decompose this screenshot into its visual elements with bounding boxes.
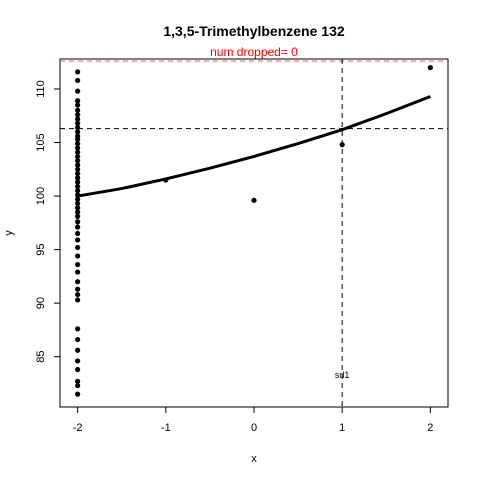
data-point [75,166,81,172]
data-point [75,297,81,303]
data-point [75,145,81,151]
data-point [75,196,81,202]
data-point [75,102,81,108]
data-points [75,64,433,397]
data-point [75,205,81,211]
data-point [251,197,257,203]
data-point [75,129,81,135]
data-point [75,213,81,220]
fit-curve-group [77,95,431,198]
sd1-annotation: sd1 [335,370,350,380]
data-point [75,170,81,177]
data-point [75,336,81,343]
data-point [75,391,81,397]
data-point [75,279,81,285]
data-point [75,192,81,198]
x-axis: -2 -1 0 1 2 [73,406,433,434]
x-axis-label: x [251,453,257,465]
data-point [75,347,81,353]
x-tick-label: 0 [251,422,257,434]
data-point [75,219,81,225]
y-tick-label: 105 [35,133,47,151]
data-point [75,136,81,142]
data-point [75,326,81,332]
data-point [75,209,81,215]
data-point [75,188,81,194]
data-point [75,244,81,251]
y-tick-label: 90 [35,297,47,309]
data-point [427,64,433,71]
data-point [75,366,81,373]
y-tick-label: 100 [35,187,47,205]
data-point [75,107,81,113]
data-point [75,358,81,364]
data-point [75,269,81,275]
data-point [75,153,81,160]
chart-title: 1,3,5-Trimethylbenzene 132 [163,23,345,39]
data-point [75,378,81,384]
x-tick-label: -1 [161,422,171,434]
data-point [75,230,81,237]
data-point [75,140,81,147]
y-tick-label: 110 [35,80,47,98]
y-tick-label: 85 [35,351,47,363]
x-tick-label: 2 [427,422,433,434]
data-point [75,69,81,75]
data-point [75,179,81,185]
data-point [75,149,81,155]
data-point [339,142,345,148]
data-point [163,177,169,183]
fit-curve [77,95,431,198]
data-point [75,286,81,292]
y-tick-label: 95 [35,243,47,255]
data-point [75,224,81,230]
data-point [75,120,81,126]
data-point [75,175,81,181]
data-point [75,253,81,259]
data-point [75,158,81,164]
data-point [75,261,81,268]
data-point [75,116,81,122]
data-point [75,77,81,84]
data-point [75,382,81,389]
data-point [75,183,81,190]
data-point [75,237,81,243]
data-point [75,124,81,131]
data-point [75,98,81,104]
data-point [75,88,81,94]
data-point [75,291,81,298]
data-point [75,112,81,118]
x-tick-label: 1 [339,422,345,434]
data-point [75,162,81,168]
data-point [75,200,81,207]
chart-subtitle: num dropped= 0 [210,45,298,59]
reference-lines [60,59,448,407]
y-axis-label: y [3,230,15,236]
x-tick-label: -2 [73,422,83,434]
y-axis: 85 90 95 100 105 110 [35,80,61,363]
